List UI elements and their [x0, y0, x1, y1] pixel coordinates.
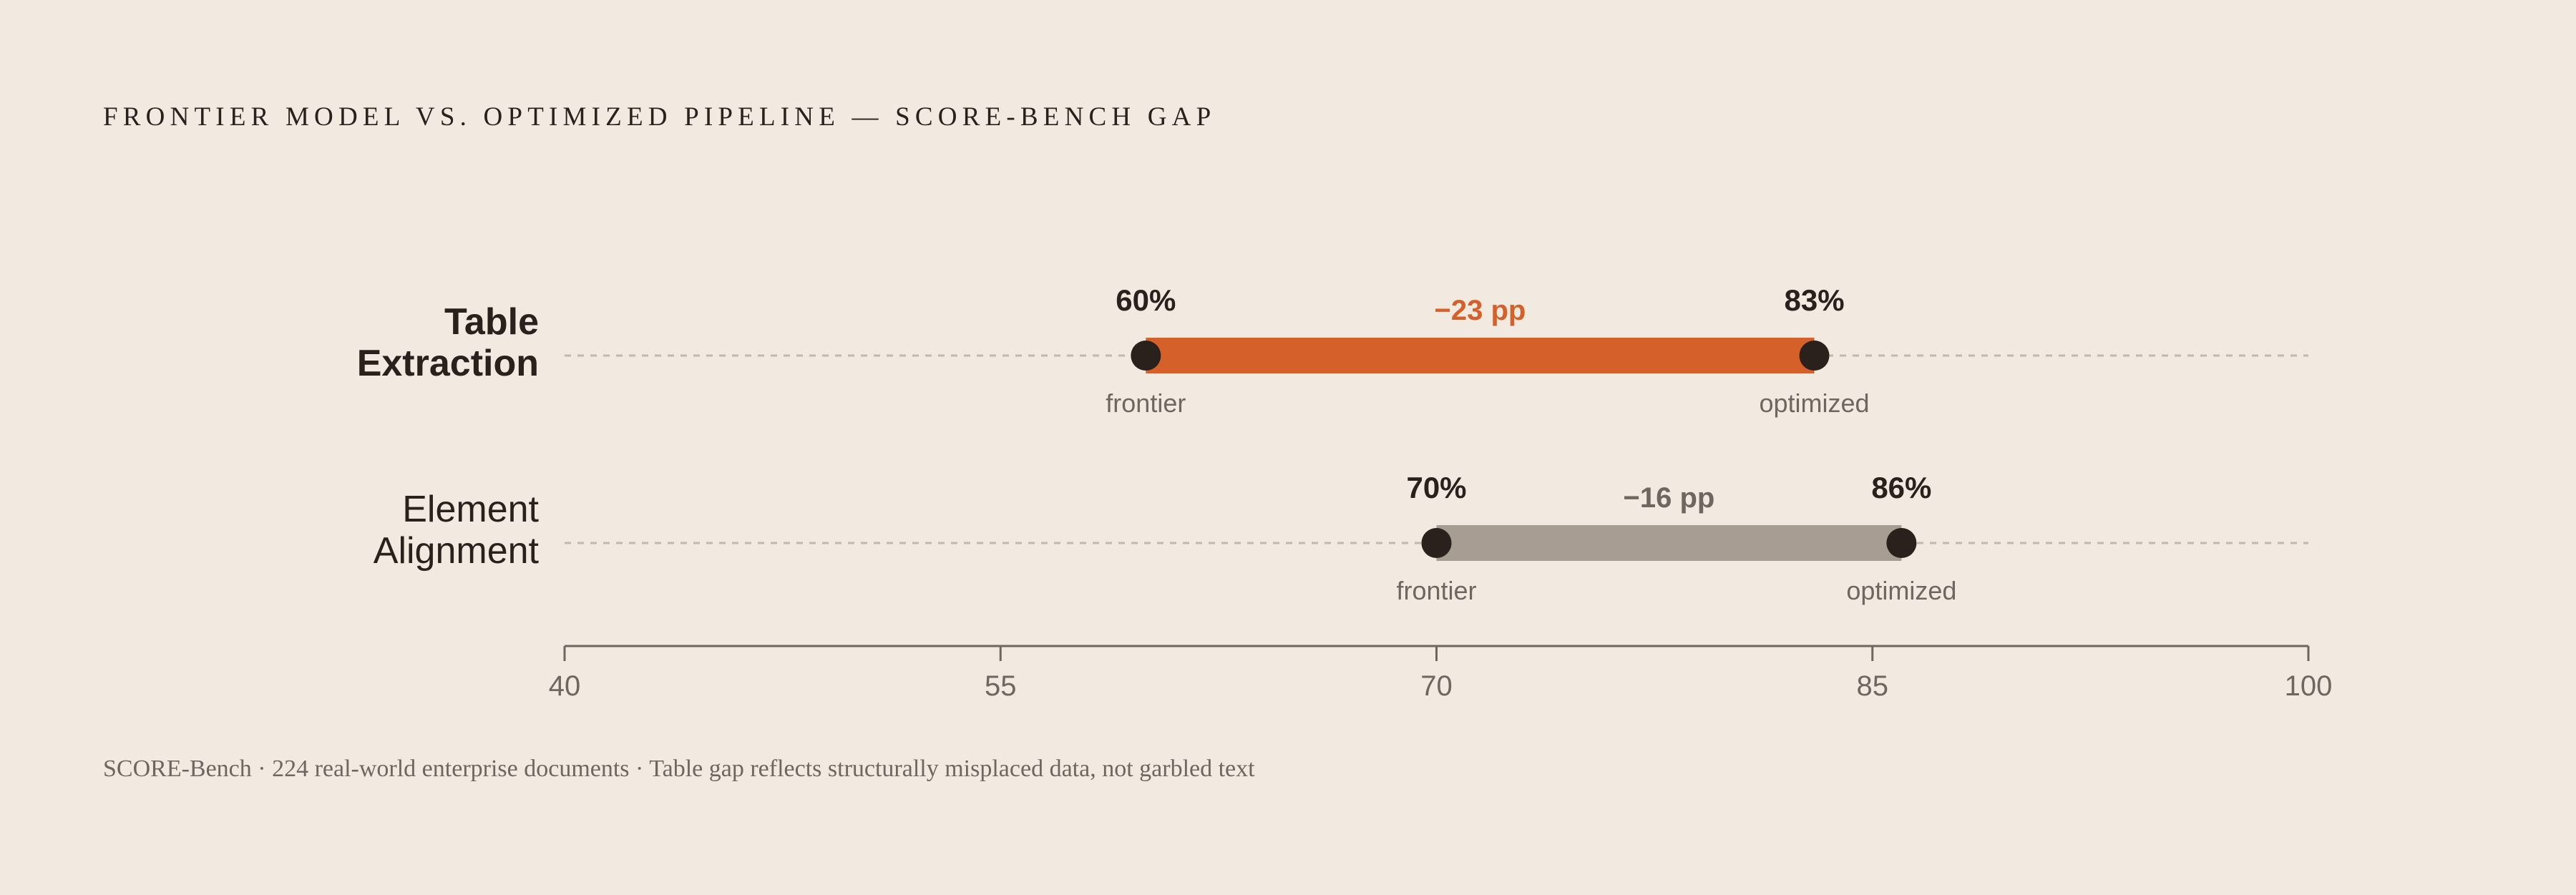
category-label: Alignment: [374, 530, 540, 572]
frontier-dot: [1131, 341, 1161, 371]
optimized-value-label: 86%: [1871, 471, 1931, 504]
chart-footnote: SCORE-Bench · 224 real-world enterprise …: [103, 755, 1255, 782]
x-tick-label: 85: [1857, 670, 1889, 702]
chart-title: FRONTIER MODEL VS. OPTIMIZED PIPELINE — …: [103, 102, 1216, 132]
optimized-value-label: 83%: [1784, 283, 1844, 317]
frontier-value-label: 60%: [1116, 283, 1176, 317]
x-tick-label: 100: [2285, 670, 2333, 702]
gap-label: −23 pp: [1435, 295, 1526, 326]
frontier-end-label: frontier: [1106, 388, 1186, 418]
x-tick-label: 70: [1420, 670, 1453, 702]
category-label: Element: [402, 489, 539, 530]
x-tick-label: 40: [549, 670, 581, 702]
optimized-end-label: optimized: [1759, 388, 1869, 418]
frontier-dot: [1421, 528, 1452, 558]
optimized-end-label: optimized: [1846, 576, 1956, 605]
category-label: Extraction: [357, 343, 539, 384]
optimized-dot: [1799, 341, 1830, 371]
frontier-value-label: 70%: [1406, 471, 1466, 504]
x-tick-label: 55: [985, 670, 1017, 702]
frontier-end-label: frontier: [1396, 576, 1476, 605]
optimized-dot: [1886, 528, 1917, 558]
gap-label: −16 pp: [1624, 482, 1715, 514]
category-label: Table: [444, 301, 539, 343]
